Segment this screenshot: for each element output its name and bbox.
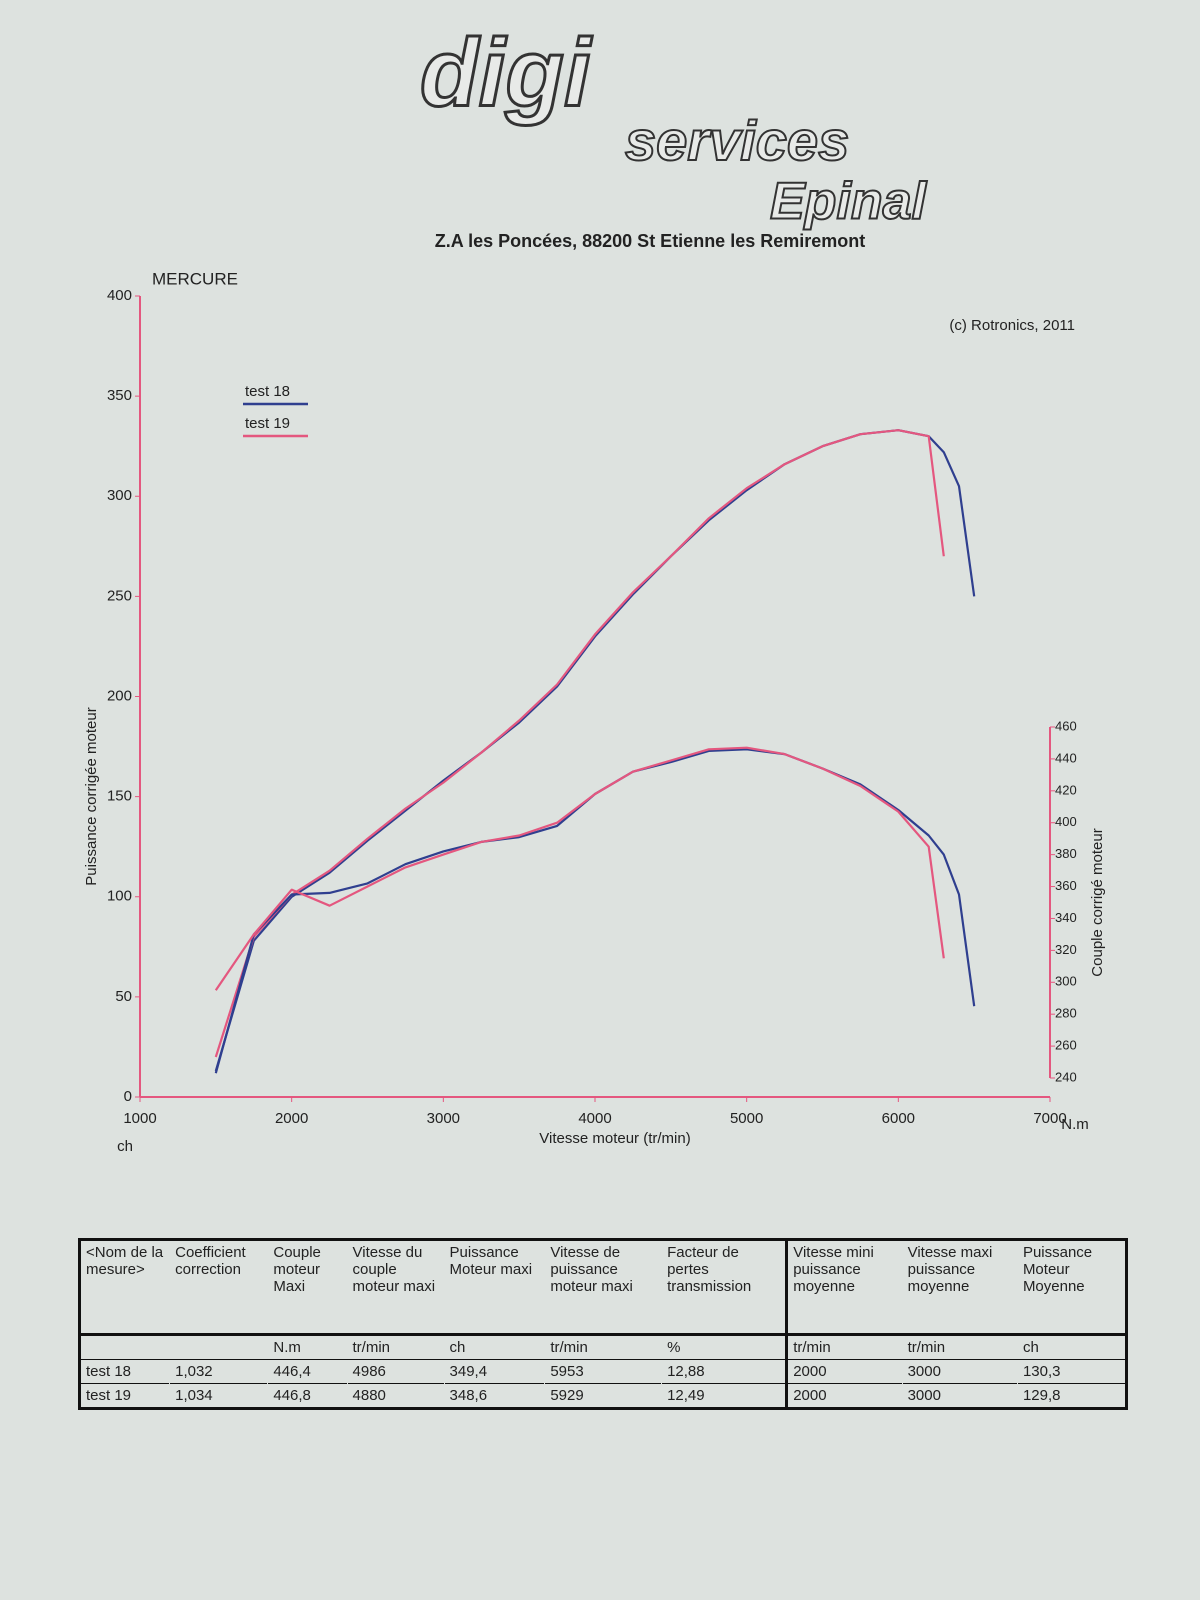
unit-row: N.m tr/min ch tr/min% tr/min tr/min ch [79, 1333, 1127, 1360]
y-tick-label: 350 [107, 387, 132, 404]
column-unit [79, 1333, 170, 1360]
legend-label: test 18 [245, 383, 290, 400]
column-header: Vitesse de puissance moteur maxi [550, 1244, 633, 1295]
y-tick-label: 150 [107, 788, 132, 805]
column-header: Puissance Moteur Moyenne [1022, 1244, 1093, 1295]
cell: 348,6 [444, 1383, 545, 1409]
column-header: Vitesse maxi puissance moyenne [907, 1244, 993, 1295]
y-tick-label: 300 [107, 487, 132, 504]
series-line [214, 748, 976, 1074]
annotation: (c) Rotronics, 2011 [949, 317, 1075, 334]
cell: 3000 [902, 1383, 1018, 1409]
column-unit: tr/min [347, 1333, 445, 1360]
column-header: Puissance Moteur maxi [449, 1244, 533, 1278]
column-unit [169, 1333, 268, 1360]
column-unit: tr/min [544, 1333, 662, 1360]
y2-tick-label: 400 [1055, 814, 1077, 829]
cell: 130,3 [1017, 1359, 1127, 1384]
column-header: Couple moteur Maxi [273, 1244, 321, 1295]
column-header: Vitesse du couple moteur maxi [352, 1244, 436, 1295]
x-tick-label: 7000 [1033, 1110, 1066, 1127]
y-tick-label: 100 [107, 888, 132, 905]
series-line [214, 746, 945, 991]
header-row: <Nom de la mesure> Coefficient correction… [80, 1239, 1127, 1335]
column-unit: % [661, 1333, 787, 1360]
cell: 349,4 [444, 1359, 545, 1384]
cell: 446,4 [267, 1359, 348, 1384]
cell: 1,034 [169, 1383, 268, 1409]
cell: 4880 [347, 1383, 445, 1409]
series-line [214, 429, 945, 1058]
x-axis-label: Vitesse moteur (tr/min) [539, 1130, 690, 1147]
x-tick-label: 3000 [427, 1110, 460, 1127]
y2-tick-label: 440 [1055, 750, 1077, 765]
x-tick-label: 5000 [730, 1110, 763, 1127]
column-unit: N.m [267, 1333, 348, 1360]
cell: 2000 [785, 1359, 903, 1384]
x-tick-label: 4000 [578, 1110, 611, 1127]
chart: digi services Epinal Z.A les Poncées, 88… [83, 18, 1106, 1155]
y2-tick-label: 280 [1055, 1006, 1077, 1021]
y2-tick-label: 320 [1055, 942, 1077, 957]
y2-tick-label: 460 [1055, 718, 1077, 733]
cell: 12,49 [661, 1383, 787, 1409]
x-tick-label: 1000 [123, 1110, 156, 1127]
column-header: Vitesse mini puissance moyenne [785, 1239, 903, 1335]
y-unit: ch [117, 1138, 133, 1155]
column-header: <Nom de la mesure> [86, 1244, 164, 1278]
column-header: Facteur de pertes transmission [667, 1244, 752, 1295]
x-tick-label: 6000 [882, 1110, 915, 1127]
logo-sub: services [625, 109, 849, 172]
cell: 2000 [785, 1383, 903, 1409]
data-row: test 19 1,034 446,8 4880 348,6 5929 12,49 2000 3… [79, 1383, 1127, 1409]
cell: 12,88 [661, 1359, 787, 1384]
y2-unit: N.m [1061, 1116, 1089, 1133]
y-tick-label: 250 [107, 587, 132, 604]
y2-tick-label: 380 [1055, 846, 1077, 861]
y2-tick-label: 340 [1055, 910, 1077, 925]
column-unit: tr/min [902, 1333, 1018, 1360]
y2-tick-label: 360 [1055, 878, 1077, 893]
y2-tick-label: 260 [1055, 1038, 1077, 1053]
column-unit: ch [444, 1333, 545, 1360]
y2-tick-label: 420 [1055, 782, 1077, 797]
y2-tick-label: 240 [1055, 1069, 1077, 1084]
cell: 5929 [544, 1383, 662, 1409]
y-tick-label: 0 [124, 1088, 132, 1105]
column-unit: tr/min [785, 1333, 903, 1360]
address: Z.A les Poncées, 88200 St Etienne les Re… [435, 231, 866, 251]
y2-tick-label: 300 [1055, 974, 1077, 989]
cell: 3000 [902, 1359, 1018, 1384]
results-table: <Nom de la mesure> Coefficient correction… [78, 1238, 1128, 1410]
logo-city: Epinal [770, 173, 928, 231]
cell: test 19 [79, 1383, 170, 1409]
y-axis-label: Puissance corrigée moteur [83, 707, 100, 885]
series-line [214, 429, 976, 1072]
y-tick-label: 400 [107, 287, 132, 304]
y2-axis-label: Couple corrigé moteur [1089, 828, 1106, 976]
chart-title: MERCURE [152, 269, 238, 288]
cell: test 18 [79, 1359, 170, 1384]
data-row: test 18 1,032 446,4 4986 349,4 5953 12,88 2000 3… [79, 1359, 1127, 1384]
cell: 4986 [347, 1359, 445, 1384]
cell: 446,8 [267, 1383, 348, 1409]
y-tick-label: 50 [115, 988, 132, 1005]
y-tick-label: 200 [107, 687, 132, 704]
cell: 1,032 [169, 1359, 268, 1384]
legend-label: test 19 [245, 415, 290, 432]
x-tick-label: 2000 [275, 1110, 308, 1127]
cell: 5953 [544, 1359, 662, 1384]
logo: digi [420, 19, 593, 126]
cell: 129,8 [1017, 1383, 1127, 1409]
column-unit: ch [1017, 1333, 1127, 1360]
column-header: Coefficient correction [175, 1244, 246, 1278]
